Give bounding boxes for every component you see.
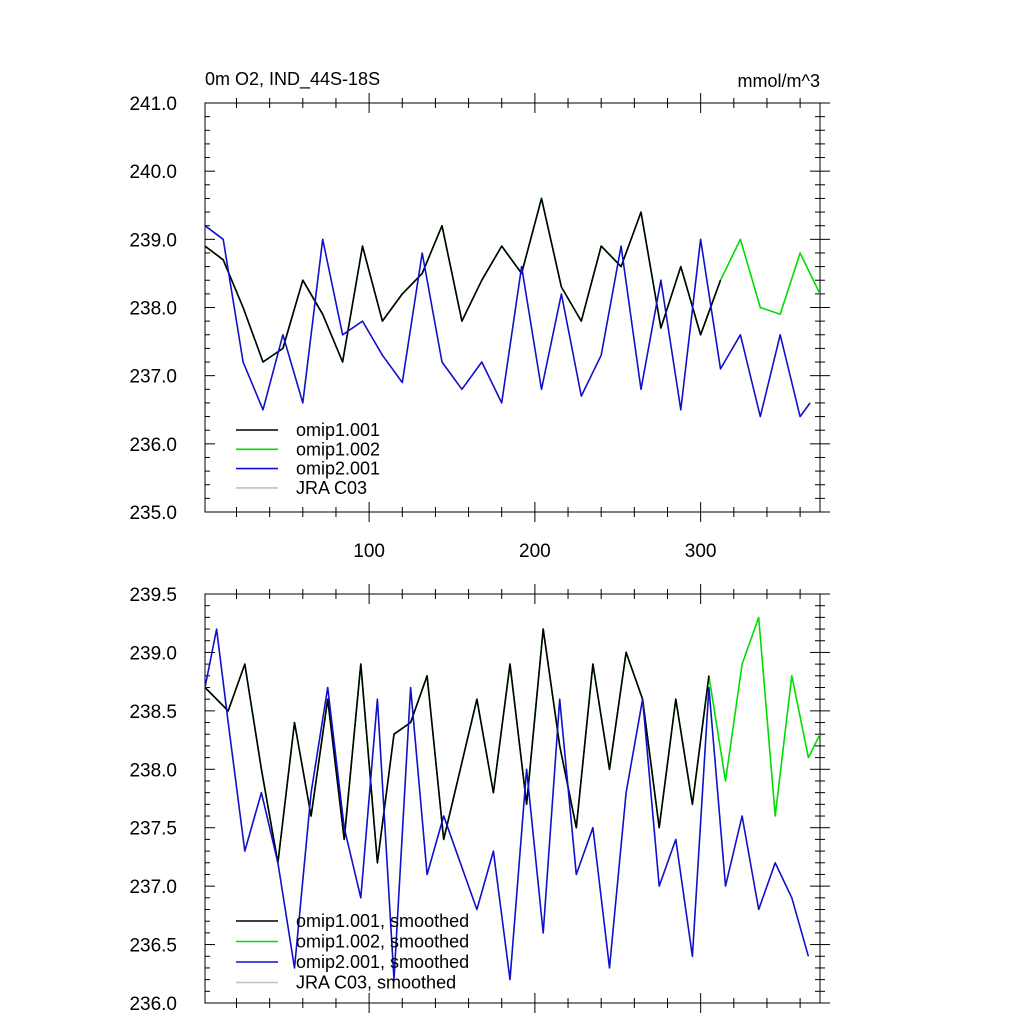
p0-series-line-omip1-001	[205, 197, 722, 363]
p0-legend-label: omip1.002	[296, 439, 380, 459]
p1-y-tick-label: 239.5	[129, 585, 177, 606]
p1-legend-label: omip1.001, smoothed	[296, 911, 469, 931]
p0-y-tick-label: 241.0	[129, 94, 177, 115]
p0-legend-label: omip1.001	[296, 420, 380, 440]
p1-series-line-omip2-001-smoothed	[205, 628, 810, 981]
p0-x-tick-label: 200	[519, 541, 551, 562]
p1-series-line-omip1-001-smoothed	[205, 628, 710, 864]
p0-y-tick-label: 238.0	[129, 299, 177, 320]
p0-x-tick-label: 300	[685, 541, 717, 562]
p1-y-tick-label: 237.5	[129, 819, 177, 840]
p1-y-tick-label: 236.0	[129, 994, 177, 1015]
p1-y-tick-label: 238.5	[129, 702, 177, 723]
bottom-panel: 236.0 236.5 237.0 237.5 238.0 238.5 239.0 239.5…	[129, 584, 830, 1015]
p0-legend-label: JRA C03	[296, 478, 367, 498]
p0-y-tick-label: 237.0	[129, 367, 177, 388]
top-panel-title: 0m O2, IND_44S-18S	[205, 69, 380, 90]
top-panel-units: mmol/m^3	[738, 71, 820, 91]
p0-legend-label: omip2.001	[296, 459, 380, 479]
p1-legend-label: omip2.001, smoothed	[296, 952, 469, 972]
p0-y-tick-label: 239.0	[129, 230, 177, 251]
p1-y-tick-label: 239.0	[129, 643, 177, 664]
p1-y-tick-label: 238.0	[129, 760, 177, 781]
p1-legend-label: JRA C03, smoothed	[296, 973, 456, 993]
p0-y-tick-label: 240.0	[129, 162, 177, 183]
p0-series-line-omip1-002	[205, 197, 820, 363]
p0-series-line-omip2-001	[205, 225, 811, 418]
p1-legend-label: omip1.002, smoothed	[296, 932, 469, 952]
p0-x-tick-label: 100	[353, 541, 385, 562]
p0-y-tick-label: 236.0	[129, 435, 177, 456]
top-panel: 0m O2, IND_44S-18S mmol/m^3 100 200 300 235…	[129, 69, 830, 562]
p1-y-tick-label: 237.0	[129, 877, 177, 898]
p1-y-tick-label: 236.5	[129, 936, 177, 957]
p1-plot-frame	[204, 593, 821, 1004]
p0-y-tick-label: 235.0	[129, 503, 177, 524]
